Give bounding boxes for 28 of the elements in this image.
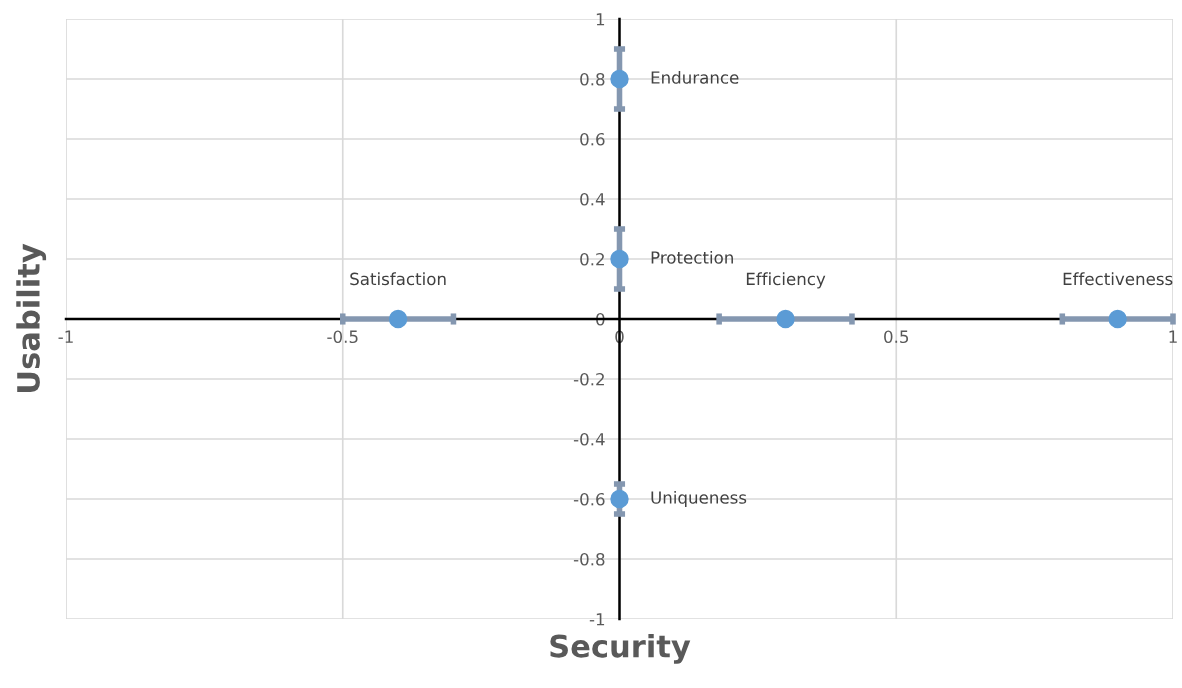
- annotation: Efficiency: [746, 272, 826, 289]
- annotation: Protection: [651, 250, 733, 264]
- point: [610, 249, 629, 269]
- y-tick-label: 0.4: [580, 192, 605, 206]
- x-tick-label: -1: [58, 330, 73, 343]
- point: [388, 309, 408, 329]
- point: [610, 69, 629, 89]
- y-tick-label: -0.4: [573, 432, 605, 446]
- x-tick-label: 1: [1169, 330, 1177, 343]
- point: [1108, 309, 1127, 329]
- annotation: Endurance: [651, 70, 739, 84]
- x-tick-label: 0.5: [884, 330, 909, 344]
- point: [610, 489, 629, 509]
- y-tick-label: 0.2: [580, 252, 604, 266]
- y-tick-label: -0.8: [573, 552, 605, 566]
- y-tick-label: 1: [596, 13, 605, 26]
- x-tick-label: -0.5: [327, 330, 358, 344]
- annotation: Effectiveness: [1063, 272, 1173, 286]
- y-tick-label: 0.8: [580, 72, 605, 86]
- y-tick-label: -1: [589, 613, 605, 626]
- point: [776, 309, 795, 329]
- y-axis-title: Usability: [16, 243, 47, 392]
- y-tick-label: -0.6: [573, 492, 605, 506]
- annotation: Uniqueness: [651, 490, 747, 508]
- x-axis-title: Security: [550, 634, 691, 664]
- y-tick-label: -0.2: [573, 372, 604, 386]
- y-tick-label: 0.6: [580, 132, 605, 146]
- annotation: Satisfaction: [350, 272, 446, 286]
